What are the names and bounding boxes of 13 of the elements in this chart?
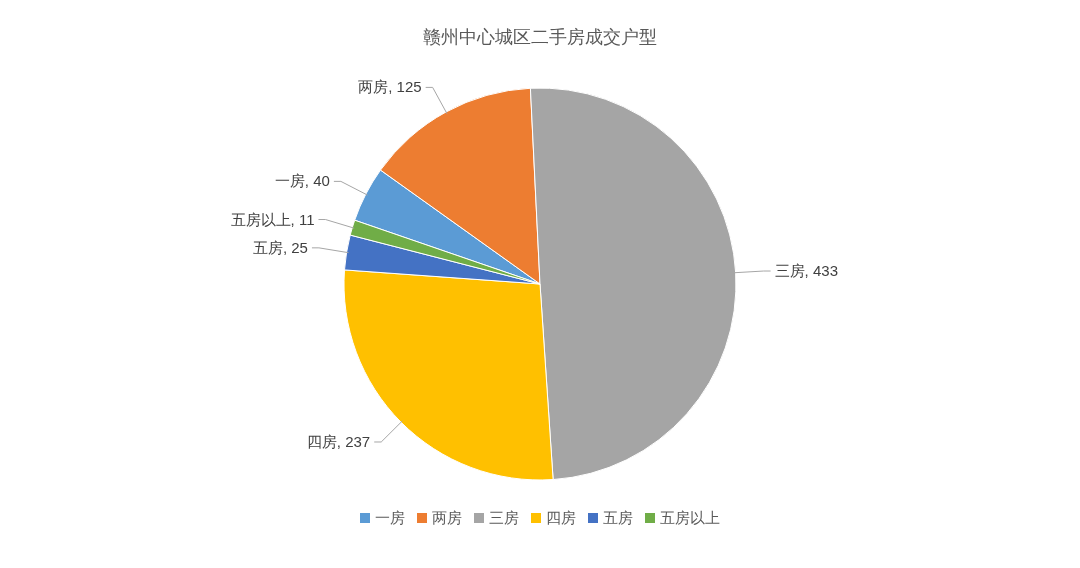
legend-label: 三房 xyxy=(489,509,519,526)
data-label: 四房, 237 xyxy=(306,433,371,450)
legend-label: 五房 xyxy=(603,509,633,526)
data-label: 三房, 433 xyxy=(774,262,838,280)
legend-label: 五房以上 xyxy=(660,509,720,526)
data-label: 五房以上, 11 xyxy=(230,210,315,228)
data-label: 五房, 25 xyxy=(252,238,308,256)
data-label: 两房, 125 xyxy=(358,78,422,96)
legend-label: 两房 xyxy=(432,509,462,526)
legend-label: 一房 xyxy=(375,509,405,526)
legend-label: 四房 xyxy=(546,509,576,526)
data-label: 一房, 40 xyxy=(274,172,330,190)
chart-title: 赣州中心城区二手房成交户型 xyxy=(423,27,657,47)
